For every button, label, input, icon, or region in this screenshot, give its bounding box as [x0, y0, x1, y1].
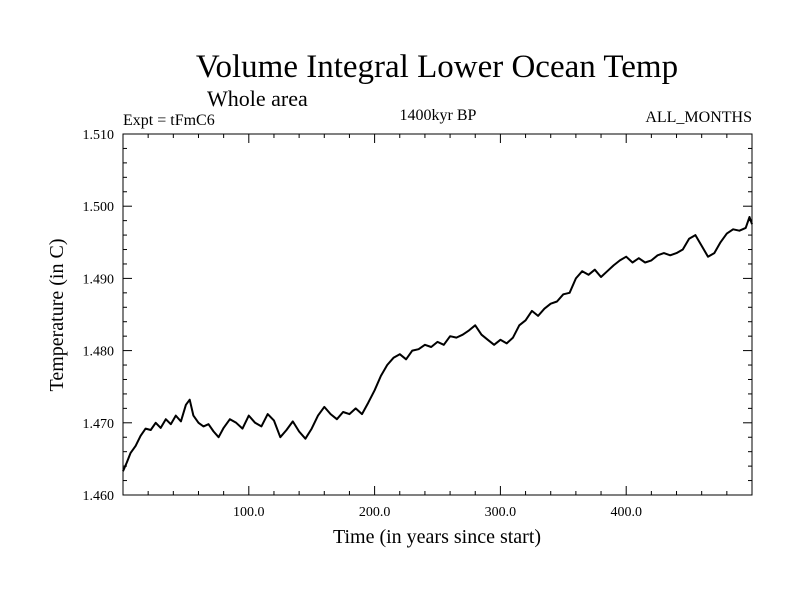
chart-title: Volume Integral Lower Ocean Temp — [196, 49, 678, 85]
temperature-series-line — [122, 216, 753, 472]
y-axis: 1.460 1.470 1.480 1.490 1.500 1.510 — [83, 128, 752, 504]
plot-frame — [122, 133, 753, 496]
experiment-label: Expt = tFmC6 — [123, 112, 215, 129]
x-axis: 100.0 200.0 300.0 400.0 — [147, 134, 728, 520]
y-tick-label: 1.510 — [83, 128, 115, 143]
x-tick-label: 400.0 — [610, 505, 642, 520]
x-tick-label: 100.0 — [233, 505, 265, 520]
x-tick-label: 300.0 — [485, 505, 517, 520]
y-tick-label: 1.460 — [83, 489, 115, 504]
y-tick-label: 1.470 — [83, 417, 115, 432]
period-label: 1400kyr BP — [400, 107, 477, 124]
y-tick-label: 1.480 — [83, 345, 115, 360]
y-tick-label: 1.490 — [83, 272, 115, 287]
y-tick-label: 1.500 — [83, 200, 115, 215]
x-tick-label: 200.0 — [359, 505, 391, 520]
x-axis-label: Time (in years since start) — [333, 526, 541, 548]
months-label: ALL_MONTHS — [645, 109, 752, 126]
y-axis-label: Temperature (in C) — [46, 239, 68, 392]
chart-subtitle: Whole area — [207, 86, 308, 111]
